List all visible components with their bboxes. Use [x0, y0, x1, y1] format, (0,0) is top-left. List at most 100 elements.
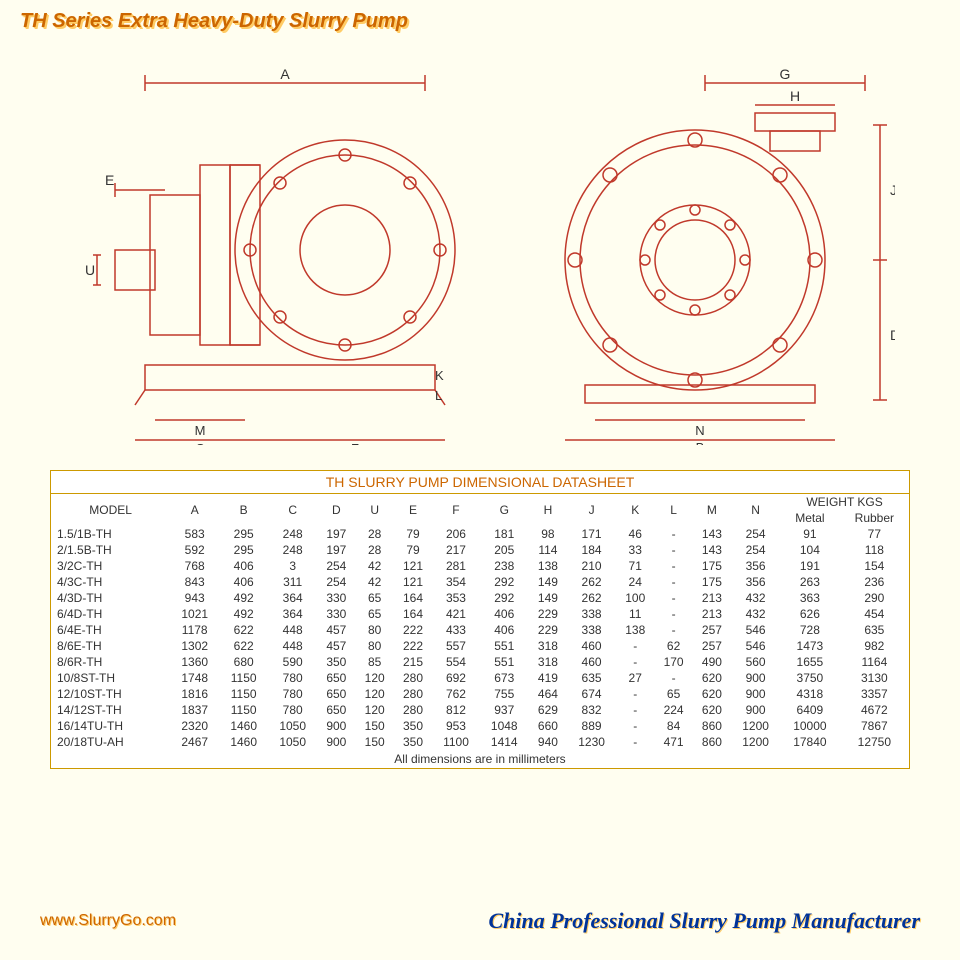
pump-side-view: A E U	[65, 65, 465, 445]
footer-url: www.SlurryGo.com	[40, 912, 176, 930]
table-cell: 20/18TU-AH	[51, 734, 170, 750]
table-cell: 98	[529, 526, 567, 542]
table-cell: 42	[356, 558, 394, 574]
table-cell: 46	[616, 526, 654, 542]
svg-text:J: J	[890, 182, 895, 198]
table-cell: 71	[616, 558, 654, 574]
table-cell: 150	[356, 718, 394, 734]
table-cell: 120	[356, 670, 394, 686]
table-row: 1.5/1B-TH58329524819728792061819817146-1…	[51, 526, 909, 542]
table-cell: 295	[219, 542, 268, 558]
table-cell: 254	[317, 558, 355, 574]
table-cell: 65	[654, 686, 692, 702]
table-cell: -	[616, 734, 654, 750]
table-cell: 900	[731, 702, 780, 718]
table-cell: 154	[840, 558, 909, 574]
table-cell: 6/4E-TH	[51, 622, 170, 638]
svg-text:H: H	[790, 88, 800, 104]
table-cell: 191	[780, 558, 840, 574]
table-cell: 1816	[170, 686, 219, 702]
table-cell: 238	[480, 558, 529, 574]
table-cell: 554	[432, 654, 480, 670]
table-cell: 175	[693, 558, 731, 574]
table-cell: 692	[432, 670, 480, 686]
table-cell: 448	[268, 638, 317, 654]
table-cell: 356	[731, 558, 780, 574]
table-cell: 406	[480, 622, 529, 638]
table-cell: -	[654, 558, 692, 574]
col-header: L	[654, 494, 692, 526]
col-header: N	[731, 494, 780, 526]
table-cell: 7867	[840, 718, 909, 734]
table-cell: 175	[693, 574, 731, 590]
table-cell: 460	[567, 654, 616, 670]
table-cell: 292	[480, 574, 529, 590]
table-cell: 457	[317, 622, 355, 638]
table-row: 2/1.5B-TH592295248197287921720511418433-…	[51, 542, 909, 558]
table-cell: -	[654, 670, 692, 686]
table-cell: 1100	[432, 734, 480, 750]
table-cell: 2/1.5B-TH	[51, 542, 170, 558]
table-cell: 213	[693, 606, 731, 622]
table-row: 4/3D-TH94349236433065164353292149262100-…	[51, 590, 909, 606]
table-cell: 953	[432, 718, 480, 734]
table-cell: -	[654, 590, 692, 606]
table-cell: 812	[432, 702, 480, 718]
table-cell: 280	[394, 686, 432, 702]
table-cell: 3130	[840, 670, 909, 686]
table-cell: 728	[780, 622, 840, 638]
table-cell: 590	[268, 654, 317, 670]
weight-subheader: Rubber	[840, 510, 909, 526]
table-cell: 254	[731, 526, 780, 542]
table-cell: 1050	[268, 734, 317, 750]
table-cell: 6409	[780, 702, 840, 718]
table-cell: 635	[840, 622, 909, 638]
table-cell: 171	[567, 526, 616, 542]
table-cell: 1473	[780, 638, 840, 654]
table-cell: 354	[432, 574, 480, 590]
table-cell: 11	[616, 606, 654, 622]
table-cell: 490	[693, 654, 731, 670]
svg-text:G: G	[780, 66, 791, 82]
table-row: 6/4E-TH117862244845780222433406229338138…	[51, 622, 909, 638]
table-cell: 1200	[731, 718, 780, 734]
svg-text:L: L	[435, 388, 442, 403]
table-cell: 3	[268, 558, 317, 574]
table-cell: 17840	[780, 734, 840, 750]
table-cell: 16/14TU-TH	[51, 718, 170, 734]
table-cell: 583	[170, 526, 219, 542]
table-cell: 164	[394, 590, 432, 606]
table-cell: 622	[219, 622, 268, 638]
table-cell: 364	[268, 590, 317, 606]
table-cell: 149	[529, 590, 567, 606]
table-cell: 943	[170, 590, 219, 606]
table-cell: -	[616, 638, 654, 654]
table-cell: 471	[654, 734, 692, 750]
table-cell: 80	[356, 638, 394, 654]
table-cell: 1655	[780, 654, 840, 670]
table-cell: 79	[394, 526, 432, 542]
table-row: 20/18TU-AH246714601050900150350110014149…	[51, 734, 909, 750]
table-row: 14/12ST-TH183711507806501202808129376298…	[51, 702, 909, 718]
table-row: 8/6R-TH136068059035085215554551318460-17…	[51, 654, 909, 670]
svg-text:B: B	[696, 440, 705, 445]
table-cell: 1.5/1B-TH	[51, 526, 170, 542]
table-cell: 1021	[170, 606, 219, 622]
table-cell: 1150	[219, 670, 268, 686]
col-header: U	[356, 494, 394, 526]
table-cell: 1200	[731, 734, 780, 750]
table-cell: 457	[317, 638, 355, 654]
table-cell: 940	[529, 734, 567, 750]
table-cell: 1748	[170, 670, 219, 686]
svg-text:C: C	[195, 441, 204, 445]
pump-front-view: G H J	[495, 65, 895, 445]
table-cell: 280	[394, 702, 432, 718]
table-cell: 622	[219, 638, 268, 654]
table-cell: 262	[567, 590, 616, 606]
table-cell: 3750	[780, 670, 840, 686]
table-cell: 206	[432, 526, 480, 542]
table-cell: 762	[432, 686, 480, 702]
table-cell: 121	[394, 574, 432, 590]
table-cell: 660	[529, 718, 567, 734]
table-cell: 330	[317, 606, 355, 622]
